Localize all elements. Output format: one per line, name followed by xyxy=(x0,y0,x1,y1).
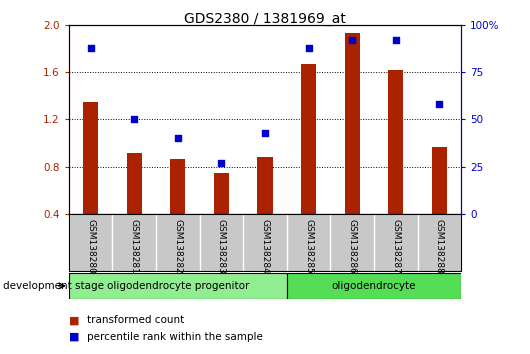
Point xyxy=(435,102,444,107)
Text: ■: ■ xyxy=(69,315,80,325)
Text: percentile rank within the sample: percentile rank within the sample xyxy=(87,332,263,342)
Bar xyxy=(214,173,229,214)
Text: GSM138282: GSM138282 xyxy=(173,219,182,273)
Point xyxy=(392,37,400,43)
Bar xyxy=(83,102,99,214)
Point xyxy=(217,160,226,166)
Text: GDS2380 / 1381969_at: GDS2380 / 1381969_at xyxy=(184,12,346,27)
Bar xyxy=(170,159,185,214)
Point xyxy=(174,136,182,141)
Bar xyxy=(344,33,360,214)
Text: GSM138284: GSM138284 xyxy=(261,219,269,273)
Text: GSM138287: GSM138287 xyxy=(391,219,400,274)
Point xyxy=(130,116,138,122)
Bar xyxy=(301,64,316,214)
Text: transformed count: transformed count xyxy=(87,315,184,325)
Bar xyxy=(258,157,272,214)
Text: GSM138280: GSM138280 xyxy=(86,219,95,274)
Point xyxy=(348,37,356,43)
FancyBboxPatch shape xyxy=(69,273,287,299)
Text: development stage: development stage xyxy=(3,281,104,291)
Text: GSM138288: GSM138288 xyxy=(435,219,444,274)
Text: ■: ■ xyxy=(69,332,80,342)
Text: GSM138285: GSM138285 xyxy=(304,219,313,274)
Point xyxy=(86,45,95,50)
Text: oligodendrocyte progenitor: oligodendrocyte progenitor xyxy=(107,281,249,291)
Text: GSM138286: GSM138286 xyxy=(348,219,357,274)
Bar xyxy=(127,153,142,214)
Bar xyxy=(388,70,403,214)
Text: GSM138283: GSM138283 xyxy=(217,219,226,274)
Point xyxy=(261,130,269,136)
Text: GSM138281: GSM138281 xyxy=(130,219,139,274)
FancyBboxPatch shape xyxy=(287,273,461,299)
Text: oligodendrocyte: oligodendrocyte xyxy=(332,281,416,291)
Point xyxy=(304,45,313,50)
Bar xyxy=(432,147,447,214)
